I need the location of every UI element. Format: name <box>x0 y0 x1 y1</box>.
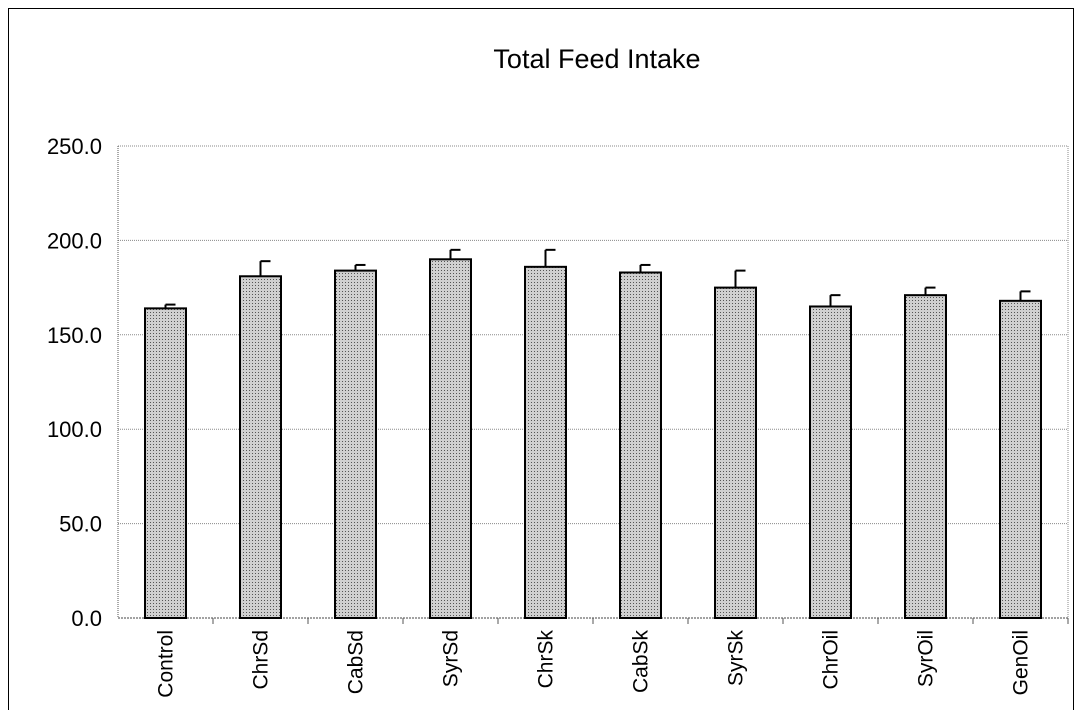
x-axis-ticks: Control ChrSd CabSd SyrSd ChrSk CabSk SyrSk Chr… <box>155 618 1069 698</box>
x-tick-label: CabSd <box>345 630 368 694</box>
bar-control <box>144 307 187 619</box>
y-tick-label: 0.0 <box>71 606 102 631</box>
bar-cabsd <box>334 269 377 619</box>
x-tick-label: ChrSd <box>250 630 273 690</box>
bar-chroil <box>809 305 852 619</box>
x-tick-label: CabSk <box>630 630 653 694</box>
x-tick-label: ChrOil <box>820 630 843 690</box>
y-tick-label: 50.0 <box>59 512 102 537</box>
bar-syrsk <box>714 286 757 619</box>
y-tick-label: 150.0 <box>47 323 102 348</box>
x-tick-label: SyrOil <box>915 630 938 687</box>
bar-syrsd <box>429 258 472 619</box>
bars <box>144 258 1042 619</box>
y-tick-label: 250.0 <box>47 134 102 159</box>
x-tick-label: ChrSk <box>535 630 558 689</box>
bar-chrsd <box>239 275 282 619</box>
bar-genoil <box>999 299 1042 619</box>
x-tick-label: Control <box>155 630 178 698</box>
x-tick-label: SyrSk <box>725 630 748 687</box>
y-tick-label: 200.0 <box>47 228 102 253</box>
bar-cabsk <box>619 271 662 619</box>
x-tick-label: GenOil <box>1010 630 1033 695</box>
bar-chrsk <box>524 265 567 619</box>
y-axis-ticks: 0.0 50.0 100.0 150.0 200.0 250.0 <box>47 134 102 631</box>
chart-title: Total Feed Intake <box>493 44 700 74</box>
y-tick-label: 100.0 <box>47 417 102 442</box>
x-tick-label: SyrSd <box>440 630 463 687</box>
error-bars <box>164 248 1031 309</box>
bar-syroil <box>904 294 947 619</box>
